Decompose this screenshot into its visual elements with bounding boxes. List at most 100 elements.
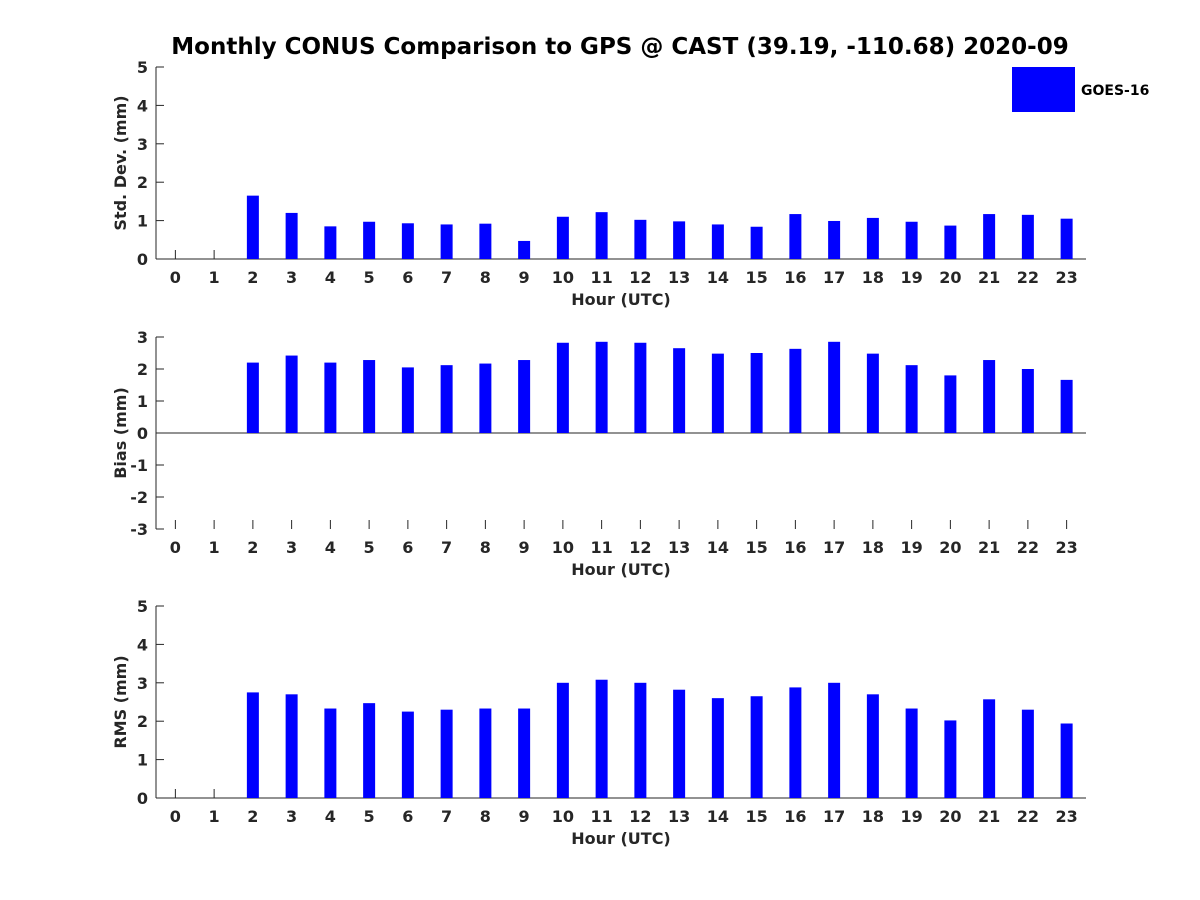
x-tick-label: 19 — [900, 538, 922, 557]
bar-hour-10 — [556, 682, 569, 798]
x-tick-label: 3 — [286, 538, 297, 557]
x-tick-label: 23 — [1055, 807, 1077, 826]
bar-hour-17 — [828, 341, 841, 433]
y-tick-label: 2 — [137, 360, 148, 379]
bar-hour-7 — [440, 709, 453, 798]
bar-hour-21 — [983, 214, 996, 259]
y-tick-label: -2 — [130, 488, 148, 507]
bar-hour-7 — [440, 365, 453, 433]
bar-hour-13 — [673, 348, 686, 433]
bar-hour-9 — [518, 240, 531, 259]
x-axis-label: Hour (UTC) — [571, 560, 671, 579]
bar-hour-9 — [518, 360, 531, 433]
y-tick-label: 5 — [137, 58, 148, 77]
x-tick-label: 23 — [1055, 268, 1077, 287]
bar-hour-5 — [363, 703, 376, 798]
bar-hour-15 — [750, 696, 763, 798]
bar-hour-20 — [944, 225, 957, 259]
y-axis-label: Std. Dev. (mm) — [111, 95, 130, 230]
x-tick-label: 10 — [552, 268, 574, 287]
x-tick-label: 0 — [170, 268, 181, 287]
y-tick-label: 4 — [137, 96, 148, 115]
x-tick-label: 19 — [900, 268, 922, 287]
bar-hour-11 — [595, 341, 608, 433]
bar-hour-7 — [440, 224, 453, 259]
x-tick-label: 17 — [823, 807, 845, 826]
bar-hour-14 — [711, 353, 724, 433]
bar-hour-8 — [479, 708, 492, 798]
x-tick-label: 15 — [745, 807, 767, 826]
bar-hour-23 — [1060, 379, 1073, 433]
y-tick-label: 0 — [137, 424, 148, 443]
chart-title: Monthly CONUS Comparison to GPS @ CAST (… — [171, 34, 1068, 60]
bar-hour-21 — [983, 699, 996, 798]
legend-label: GOES-16 — [1081, 83, 1149, 99]
x-tick-label: 1 — [209, 538, 220, 557]
x-tick-label: 12 — [629, 268, 651, 287]
bar-hour-10 — [556, 342, 569, 433]
bar-hour-9 — [518, 708, 531, 798]
bar-hour-8 — [479, 223, 492, 259]
x-tick-label: 10 — [552, 538, 574, 557]
x-tick-label: 9 — [519, 268, 530, 287]
bar-hour-8 — [479, 363, 492, 433]
y-tick-label: 0 — [137, 789, 148, 808]
bar-hour-19 — [905, 708, 918, 798]
y-tick-label: 1 — [137, 392, 148, 411]
bar-hour-2 — [246, 692, 259, 798]
bar-hour-22 — [1021, 369, 1034, 433]
x-tick-label: 21 — [978, 268, 1000, 287]
bar-hour-4 — [324, 226, 337, 259]
x-tick-label: 18 — [862, 807, 884, 826]
x-tick-label: 21 — [978, 807, 1000, 826]
x-tick-label: 22 — [1017, 268, 1039, 287]
y-tick-label: 1 — [137, 212, 148, 231]
x-tick-label: 20 — [939, 807, 961, 826]
bar-hour-12 — [634, 682, 647, 798]
y-axis-label: RMS (mm) — [111, 655, 130, 748]
bar-hour-16 — [789, 348, 802, 433]
bar-hour-2 — [246, 195, 259, 259]
x-tick-label: 5 — [364, 807, 375, 826]
y-tick-label: 1 — [137, 751, 148, 770]
bar-hour-23 — [1060, 218, 1073, 259]
x-tick-label: 9 — [519, 807, 530, 826]
y-tick-label: 3 — [137, 328, 148, 347]
x-tick-label: 19 — [900, 807, 922, 826]
legend-swatch — [1012, 67, 1075, 112]
x-tick-label: 4 — [325, 807, 336, 826]
x-tick-label: 1 — [209, 807, 220, 826]
y-tick-label: 0 — [137, 250, 148, 269]
x-tick-label: 1 — [209, 268, 220, 287]
x-tick-label: 7 — [441, 268, 452, 287]
x-tick-label: 0 — [170, 807, 181, 826]
bar-hour-19 — [905, 365, 918, 433]
bar-hour-5 — [363, 221, 376, 259]
x-tick-label: 17 — [823, 538, 845, 557]
bar-hour-16 — [789, 214, 802, 259]
x-tick-label: 16 — [784, 807, 806, 826]
x-tick-label: 14 — [707, 538, 729, 557]
y-tick-label: 4 — [137, 635, 148, 654]
x-tick-label: 3 — [286, 268, 297, 287]
bar-hour-20 — [944, 720, 957, 798]
y-axis-label: Bias (mm) — [111, 387, 130, 479]
x-tick-label: 8 — [480, 807, 491, 826]
bar-hour-6 — [401, 367, 414, 433]
bar-hour-18 — [866, 217, 879, 259]
x-tick-label: 12 — [629, 807, 651, 826]
bar-hour-3 — [285, 694, 298, 798]
x-tick-label: 3 — [286, 807, 297, 826]
bar-hour-17 — [828, 220, 841, 259]
bar-hour-16 — [789, 687, 802, 798]
x-tick-label: 6 — [402, 538, 413, 557]
x-tick-label: 2 — [247, 807, 258, 826]
y-tick-label: 3 — [137, 674, 148, 693]
y-tick-label: -3 — [130, 520, 148, 539]
x-tick-label: 11 — [590, 807, 612, 826]
x-tick-label: 7 — [441, 538, 452, 557]
